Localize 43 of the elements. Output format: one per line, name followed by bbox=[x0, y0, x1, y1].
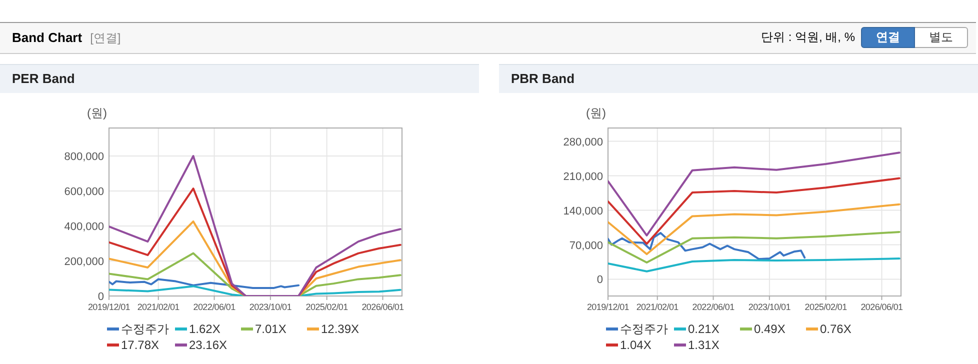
y-axis-title: (원) bbox=[586, 106, 606, 120]
y-tick-label: 400,000 bbox=[64, 221, 104, 233]
y-tick-label: 70,000 bbox=[569, 240, 603, 252]
legend-label: 23.16X bbox=[189, 338, 228, 352]
text: [연결] bbox=[90, 31, 121, 45]
legend-label: 17.78X bbox=[121, 338, 160, 352]
x-tick-label: 2026/06/01 bbox=[860, 302, 904, 312]
y-tick-label: 140,000 bbox=[563, 205, 603, 218]
legend-label: 수정주가 bbox=[121, 322, 169, 336]
y-tick-label: 800,000 bbox=[64, 151, 104, 163]
chart-title: PER Band bbox=[0, 64, 479, 93]
text: Band Chart bbox=[12, 30, 82, 45]
y-tick-label: 0 bbox=[98, 291, 104, 303]
x-tick-label: 2025/02/01 bbox=[804, 302, 848, 312]
y-tick-label: 280,000 bbox=[563, 136, 603, 148]
legend-label: 1.04X bbox=[620, 338, 652, 352]
legend-label: 0.49X bbox=[754, 322, 786, 336]
x-tick-label: 2021/02/01 bbox=[137, 302, 180, 312]
x-tick-label: 2026/06/01 bbox=[362, 302, 404, 312]
y-tick-label: 200,000 bbox=[64, 256, 104, 268]
chart-title: PBR Band bbox=[499, 64, 978, 93]
x-tick-label: 2021/02/01 bbox=[636, 302, 679, 312]
text: 단위 : 억원, 배, % bbox=[760, 30, 855, 44]
y-axis-title: (원) bbox=[87, 106, 107, 120]
y-tick-label: 0 bbox=[596, 274, 603, 286]
x-tick-label: 2022/06/01 bbox=[692, 302, 735, 312]
legend-label: 12.39X bbox=[321, 322, 360, 336]
legend-label: 1.62X bbox=[189, 322, 220, 336]
x-tick-label: 2025/02/01 bbox=[306, 302, 348, 312]
legend-label: 1.31X bbox=[688, 338, 720, 352]
x-tick-label: 2019/12/01 bbox=[88, 302, 130, 312]
legend-label: 0.21X bbox=[688, 322, 720, 336]
text: 연결 bbox=[861, 27, 915, 48]
y-tick-label: 210,000 bbox=[563, 170, 603, 183]
x-tick-label: 2022/06/01 bbox=[193, 302, 236, 312]
x-tick-label: 2019/12/01 bbox=[586, 302, 630, 312]
legend-label: 수정주가 bbox=[620, 322, 668, 336]
legend-label: 7.01X bbox=[255, 322, 286, 336]
x-tick-label: 2023/10/01 bbox=[249, 302, 292, 312]
x-tick-label: 2023/10/01 bbox=[748, 302, 791, 312]
legend-label: 0.76X bbox=[820, 322, 852, 336]
y-tick-label: 600,000 bbox=[64, 186, 104, 198]
text: 별도 bbox=[915, 27, 968, 48]
